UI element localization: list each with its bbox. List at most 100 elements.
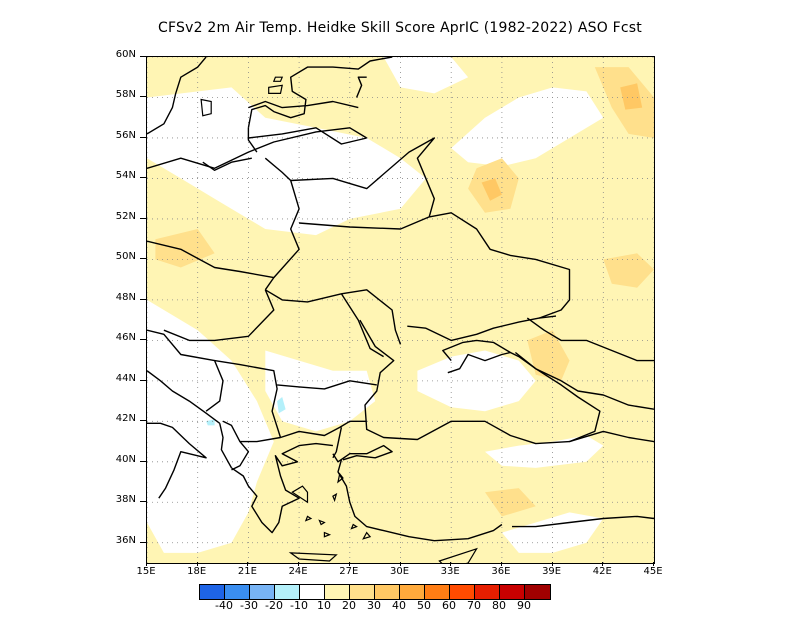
country-border [280,420,367,439]
lon-label: 15E [136,566,156,577]
lat-label: 44N [115,372,136,384]
lat-label: 48N [115,291,136,303]
lon-tick [602,562,604,566]
island-outline [337,472,344,484]
lon-tick [653,562,654,566]
coastline [355,76,367,98]
lon-label: 36E [491,566,511,577]
skill-region-1 [147,87,426,236]
island-outline [332,492,338,503]
colorbar-swatch [400,585,425,599]
skill-region-6 [383,57,469,94]
lon-label: 33E [440,566,460,577]
lon-label: 39E [542,566,562,577]
coastline [332,444,393,463]
country-border [340,293,384,358]
lat-label: 56N [115,129,136,141]
lat-label: 36N [115,534,136,546]
country-border [569,430,654,443]
island-outline [268,84,283,95]
skill-region-17 [277,397,286,414]
colorbar-label: -30 [240,599,258,612]
map-canvas [147,57,654,563]
colorbar-swatch [300,585,325,599]
lon-tick [247,562,249,566]
skill-region-12 [527,330,570,381]
colorbar-swatch [450,585,475,599]
lon-label: 21E [237,566,257,577]
colorbar-label: 50 [417,599,431,612]
island-outline [200,98,212,117]
colorbar-label: -10 [290,599,308,612]
coastline [442,339,512,374]
lon-label: 24E [288,566,308,577]
coastline [147,57,207,135]
country-border [248,100,359,109]
colorbar-label: 80 [492,599,506,612]
lat-label: 54N [115,170,136,182]
colorbar [199,584,551,600]
lat-tick [140,217,146,219]
country-border [277,380,377,390]
skill-region-15 [481,178,502,201]
colorbar-label: -40 [215,599,233,612]
country-border [264,180,300,291]
lat-tick [140,136,146,138]
lon-label: 18E [187,566,207,577]
skill-region-11 [603,253,654,288]
lat-tick [140,298,146,300]
lon-label: 45E [643,566,663,577]
coastline [147,370,221,424]
coastline [247,57,393,128]
skill-region-7 [485,435,604,468]
island-outline [438,547,478,563]
island-outline [362,531,372,540]
skill-region-5 [451,87,604,167]
lat-tick [140,420,146,422]
lon-tick [551,562,553,566]
coastline [247,127,258,153]
colorbar-swatch [525,585,550,599]
colorbar-swatch [425,585,450,599]
country-border [512,515,654,528]
island-outline [304,515,313,522]
colorbar-label: 30 [367,599,381,612]
island-outline [318,519,326,526]
country-border [429,212,571,319]
colorbar-label: -20 [265,599,283,612]
lat-tick [140,501,146,503]
lat-tick [140,56,146,57]
colorbar-label: 90 [517,599,531,612]
colorbar-swatch [375,585,400,599]
lat-label: 46N [115,332,136,344]
lon-tick [450,562,452,566]
skill-region-13 [485,488,536,517]
lon-label: 27E [339,566,359,577]
lat-tick [140,258,146,260]
colorbar-swatch [200,585,225,599]
country-border [147,240,274,279]
country-border [163,289,275,342]
country-border [239,436,281,443]
lat-label: 40N [115,453,136,465]
colorbar-label: 20 [342,599,356,612]
colorbar-swatch [275,585,300,599]
country-border [526,317,654,362]
lat-label: 52N [115,210,136,222]
coastline [407,315,557,342]
island-outline [350,523,358,530]
lat-tick [140,339,146,341]
country-border [290,137,435,230]
colorbar-swatch [475,585,500,599]
colorbar-label: 60 [442,599,456,612]
lon-tick [298,562,300,566]
lat-tick [140,460,146,462]
lat-tick [140,541,146,543]
colorbar-label: 10 [317,599,331,612]
colorbar-swatch [325,585,350,599]
country-border [147,127,368,170]
skill-region-2 [147,299,274,553]
lat-tick [140,379,146,381]
coastline [202,157,252,172]
skill-region-16 [620,83,643,110]
